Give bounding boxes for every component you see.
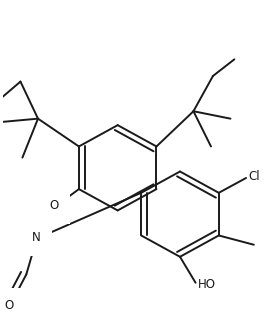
Text: O: O [49,199,58,212]
Text: HO: HO [197,278,215,291]
Text: O: O [4,300,14,312]
Text: N: N [32,231,41,244]
Text: Cl: Cl [248,170,260,182]
